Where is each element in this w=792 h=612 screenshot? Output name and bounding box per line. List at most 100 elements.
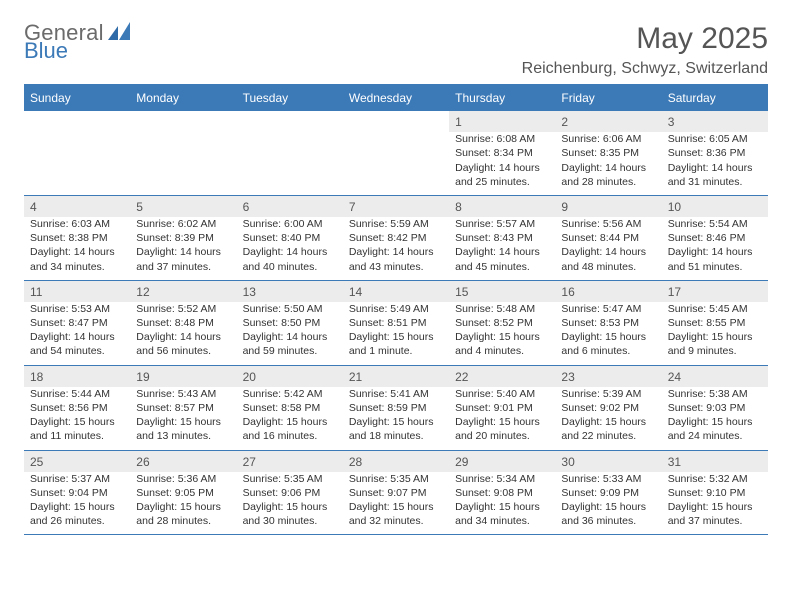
- day-number: 14: [343, 280, 449, 302]
- daylight-text-line2: and 34 minutes.: [30, 260, 124, 274]
- day-number-row: 123: [24, 111, 768, 132]
- daylight-text-line2: and 22 minutes.: [561, 429, 655, 443]
- sunrise-text: Sunrise: 6:08 AM: [455, 132, 549, 146]
- daylight-text-line1: Daylight: 14 hours: [136, 330, 230, 344]
- daylight-text-line2: and 40 minutes.: [243, 260, 337, 274]
- daylight-text-line1: Daylight: 15 hours: [668, 500, 762, 514]
- day-cell: Sunrise: 6:08 AMSunset: 8:34 PMDaylight:…: [449, 132, 555, 195]
- logo-word-blue: Blue: [24, 40, 130, 62]
- sunset-text: Sunset: 8:51 PM: [349, 316, 443, 330]
- day-cell: Sunrise: 5:45 AMSunset: 8:55 PMDaylight:…: [662, 302, 768, 365]
- day-number: 16: [555, 280, 661, 302]
- daylight-text-line1: Daylight: 14 hours: [243, 245, 337, 259]
- day-cell: Sunrise: 5:41 AMSunset: 8:59 PMDaylight:…: [343, 387, 449, 450]
- sunrise-text: Sunrise: 5:39 AM: [561, 387, 655, 401]
- sunset-text: Sunset: 9:10 PM: [668, 486, 762, 500]
- day-cell: Sunrise: 5:36 AMSunset: 9:05 PMDaylight:…: [130, 472, 236, 535]
- daylight-text-line2: and 45 minutes.: [455, 260, 549, 274]
- sunrise-text: Sunrise: 5:48 AM: [455, 302, 549, 316]
- sunset-text: Sunset: 8:47 PM: [30, 316, 124, 330]
- sunset-text: Sunset: 8:52 PM: [455, 316, 549, 330]
- daylight-text-line1: Daylight: 15 hours: [30, 500, 124, 514]
- sunset-text: Sunset: 8:46 PM: [668, 231, 762, 245]
- sunrise-text: Sunrise: 5:36 AM: [136, 472, 230, 486]
- day-number: 3: [662, 111, 768, 132]
- sail-icon: [108, 22, 130, 40]
- sunrise-text: Sunrise: 5:52 AM: [136, 302, 230, 316]
- weekday-header: Friday: [555, 85, 661, 112]
- day-cell: Sunrise: 5:38 AMSunset: 9:03 PMDaylight:…: [662, 387, 768, 450]
- sunset-text: Sunset: 8:35 PM: [561, 146, 655, 160]
- day-cell: Sunrise: 5:33 AMSunset: 9:09 PMDaylight:…: [555, 472, 661, 535]
- day-info-row: Sunrise: 6:08 AMSunset: 8:34 PM Daylight:…: [24, 132, 768, 195]
- day-number: 30: [555, 450, 661, 472]
- daylight-text-line2: and 4 minutes.: [455, 344, 549, 358]
- sunset-text: Sunset: 8:34 PM: [455, 146, 549, 160]
- day-number-row: 18192021222324: [24, 365, 768, 387]
- day-cell-empty: [237, 132, 343, 195]
- sunset-text: Sunset: 9:06 PM: [243, 486, 337, 500]
- day-cell: Sunrise: 5:42 AMSunset: 8:58 PMDaylight:…: [237, 387, 343, 450]
- day-info-row: Sunrise: 5:53 AMSunset: 8:47 PMDaylight:…: [24, 302, 768, 365]
- weekday-header-row: Sunday Monday Tuesday Wednesday Thursday…: [24, 85, 768, 112]
- sunrise-text: Sunrise: 5:42 AM: [243, 387, 337, 401]
- weekday-header: Sunday: [24, 85, 130, 112]
- weekday-header: Wednesday: [343, 85, 449, 112]
- day-cell: Sunrise: 5:49 AMSunset: 8:51 PMDaylight:…: [343, 302, 449, 365]
- day-cell: Sunrise: 5:57 AMSunset: 8:43 PMDaylight:…: [449, 217, 555, 280]
- sunset-text: Sunset: 9:02 PM: [561, 401, 655, 415]
- sunset-text: Sunset: 8:38 PM: [30, 231, 124, 245]
- sunrise-text: Sunrise: 5:56 AM: [561, 217, 655, 231]
- sunset-text: Sunset: 9:03 PM: [668, 401, 762, 415]
- day-number-row: 45678910: [24, 195, 768, 217]
- day-cell: Sunrise: 6:05 AMSunset: 8:36 PMDaylight:…: [662, 132, 768, 195]
- day-number-empty: [130, 111, 236, 132]
- day-number: 8: [449, 195, 555, 217]
- sunrise-text: Sunrise: 6:05 AM: [668, 132, 762, 146]
- day-number-row: 25262728293031: [24, 450, 768, 472]
- day-cell: Sunrise: 5:39 AMSunset: 9:02 PMDaylight:…: [555, 387, 661, 450]
- sunrise-text: Sunrise: 5:54 AM: [668, 217, 762, 231]
- sunrise-text: Sunrise: 6:06 AM: [561, 132, 655, 146]
- day-info-row: Sunrise: 6:03 AMSunset: 8:38 PMDaylight:…: [24, 217, 768, 280]
- daylight-text-line2: and 56 minutes.: [136, 344, 230, 358]
- daylight-text-line2: and 37 minutes.: [668, 514, 762, 528]
- day-cell: Sunrise: 5:54 AMSunset: 8:46 PMDaylight:…: [662, 217, 768, 280]
- day-number-row: 11121314151617: [24, 280, 768, 302]
- daylight-text-line2: and 13 minutes.: [136, 429, 230, 443]
- daylight-text-line1: Daylight: 15 hours: [136, 415, 230, 429]
- sunrise-text: Sunrise: 5:45 AM: [668, 302, 762, 316]
- daylight-text-line1: Daylight: 14 hours: [561, 245, 655, 259]
- sunrise-text: Sunrise: 5:33 AM: [561, 472, 655, 486]
- sunset-text: Sunset: 9:01 PM: [455, 401, 549, 415]
- day-number: 1: [449, 111, 555, 132]
- daylight-text-line2: and 31 minutes.: [668, 175, 762, 189]
- daylight-text-line2: and 30 minutes.: [243, 514, 337, 528]
- day-cell: Sunrise: 5:53 AMSunset: 8:47 PMDaylight:…: [24, 302, 130, 365]
- day-cell: Sunrise: 5:52 AMSunset: 8:48 PMDaylight:…: [130, 302, 236, 365]
- daylight-text-line1: Daylight: 15 hours: [455, 330, 549, 344]
- sunrise-text: Sunrise: 5:47 AM: [561, 302, 655, 316]
- daylight-text-line2: and 25 minutes.: [455, 175, 549, 189]
- day-number: 12: [130, 280, 236, 302]
- calendar-page: General Blue May 2025 Reichenburg, Schwy…: [0, 0, 792, 555]
- daylight-text-line2: and 11 minutes.: [30, 429, 124, 443]
- day-number: 21: [343, 365, 449, 387]
- sunrise-text: Sunrise: 6:00 AM: [243, 217, 337, 231]
- sunrise-text: Sunrise: 5:57 AM: [455, 217, 549, 231]
- weekday-header: Monday: [130, 85, 236, 112]
- day-number: 2: [555, 111, 661, 132]
- sunrise-text: Sunrise: 5:59 AM: [349, 217, 443, 231]
- day-number: 22: [449, 365, 555, 387]
- daylight-text-line2: and 24 minutes.: [668, 429, 762, 443]
- daylight-text-line1: Daylight: 14 hours: [561, 161, 655, 175]
- daylight-text-line2: and 20 minutes.: [455, 429, 549, 443]
- sunset-text: Sunset: 8:40 PM: [243, 231, 337, 245]
- sunset-text: Sunset: 8:53 PM: [561, 316, 655, 330]
- sunrise-text: Sunrise: 5:38 AM: [668, 387, 762, 401]
- sunset-text: Sunset: 9:08 PM: [455, 486, 549, 500]
- daylight-text-line1: Daylight: 15 hours: [561, 500, 655, 514]
- daylight-text-line1: Daylight: 15 hours: [349, 330, 443, 344]
- day-cell: Sunrise: 6:00 AMSunset: 8:40 PMDaylight:…: [237, 217, 343, 280]
- sunrise-text: Sunrise: 5:35 AM: [349, 472, 443, 486]
